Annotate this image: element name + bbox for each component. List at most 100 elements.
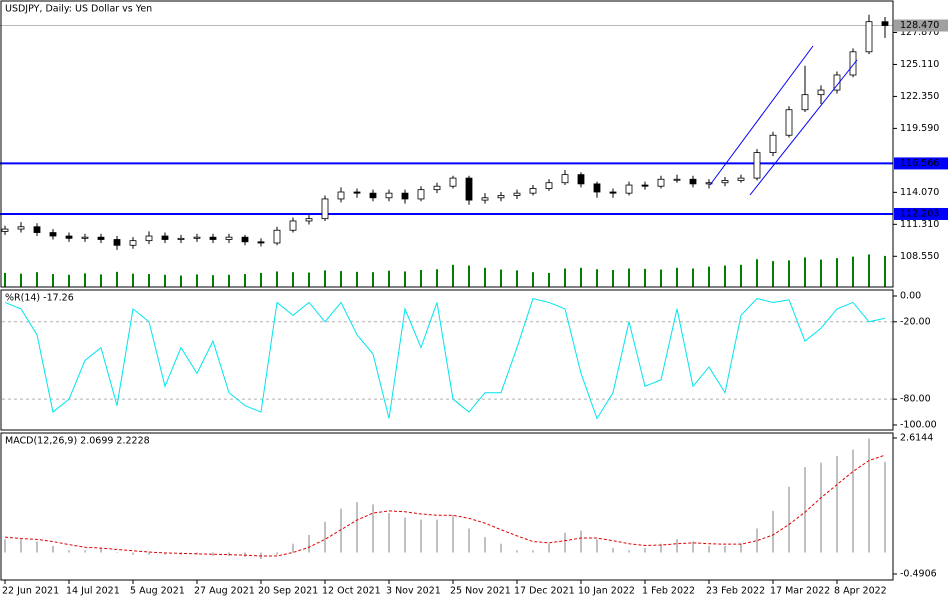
macd-bar: [580, 530, 582, 553]
x-tick-label: 14 Jul 2021: [66, 586, 120, 597]
macd-bar: [804, 467, 806, 553]
chart-title: USDJPY, Daily: US Dollar vs Yen: [5, 4, 152, 15]
volume-bar: [308, 272, 310, 287]
y-tick-label: -20.00: [900, 316, 931, 327]
candle-body: [577, 174, 585, 185]
candle-body: [241, 236, 249, 243]
macd-bar: [68, 550, 70, 553]
macd-bar: [468, 528, 470, 553]
macd-bar: [148, 552, 150, 555]
y-tick-label: 125.110: [900, 59, 939, 70]
y-tick-label: 0.00: [900, 290, 921, 301]
price-tag-label: 112.203: [900, 208, 939, 219]
candle-body: [657, 178, 665, 187]
candle-body: [737, 177, 745, 181]
volume-bar: [356, 271, 358, 287]
macd-bar: [548, 543, 550, 553]
macd-bar: [324, 521, 326, 553]
channel-lower: [749, 59, 858, 196]
x-tick-label: 17 Dec 2021: [514, 586, 575, 597]
macd-bar: [564, 532, 566, 553]
x-tick-label: 5 Aug 2021: [130, 586, 185, 597]
candle-body: [321, 198, 329, 220]
y-tick-label: 122.350: [900, 91, 939, 102]
macd-bar: [868, 438, 870, 553]
volume-bar: [628, 268, 630, 287]
price-tag: [894, 207, 948, 220]
macd-bar: [484, 537, 486, 553]
price-tag-label: 128.470: [900, 20, 939, 31]
macd-bar: [644, 548, 646, 553]
candle-body: [257, 241, 265, 244]
y-tick-label: 108.550: [900, 251, 939, 262]
wpr-label: %R(14) -17.26: [5, 293, 74, 304]
candle-body: [33, 226, 41, 233]
macd-bar: [116, 552, 118, 553]
macd-bar: [772, 510, 774, 553]
candle-body: [769, 134, 777, 154]
macd-bar: [356, 502, 358, 553]
candle-body: [305, 218, 313, 222]
macd-bar: [420, 519, 422, 553]
candle-body: [785, 109, 793, 136]
macd-bar: [660, 543, 662, 553]
volume-bar: [548, 272, 550, 287]
volume-bar: [100, 274, 102, 287]
price-tag-label: 116.566: [900, 158, 939, 169]
candle-body: [225, 236, 233, 240]
x-tick-label: 17 Mar 2022: [770, 586, 830, 597]
volume-bar: [68, 274, 70, 287]
macd-bar: [836, 456, 838, 553]
candle-body: [177, 237, 185, 240]
volume-bar: [612, 269, 614, 287]
volume-bar: [20, 273, 22, 287]
volume-bar: [420, 269, 422, 287]
macd-bar: [612, 548, 614, 553]
volume-bar: [676, 267, 678, 287]
volume-bar: [132, 273, 134, 287]
volume-bar: [52, 274, 54, 287]
candle-body: [1, 228, 9, 232]
macd-bar: [4, 539, 6, 553]
volume-bar: [84, 273, 86, 287]
macd-bar: [788, 486, 790, 553]
volume-bar: [196, 274, 198, 287]
volume-bar: [868, 254, 870, 287]
volume-bar: [228, 274, 230, 287]
macd-bar: [884, 461, 886, 553]
macd-bar: [596, 539, 598, 553]
candle-body: [369, 192, 377, 199]
volume-bar: [484, 267, 486, 287]
volume-bar: [596, 269, 598, 287]
macd-label: MACD(12,26,9) 2.0699 2.2228: [5, 436, 150, 447]
y-tick-label: 2.6144: [900, 432, 933, 443]
volume-bar: [404, 271, 406, 287]
macd-bar: [212, 552, 214, 556]
macd-bar: [820, 462, 822, 553]
volume-bar: [500, 269, 502, 287]
candle-body: [289, 220, 297, 231]
x-tick-label: 1 Feb 2022: [642, 586, 695, 597]
volume-bar: [836, 258, 838, 287]
candle-body: [513, 192, 521, 196]
macd-bar: [628, 550, 630, 553]
volume-bar: [516, 270, 518, 287]
y-tick-label: -80.00: [900, 394, 931, 405]
candle-body: [833, 74, 841, 91]
volume-bar: [292, 272, 294, 287]
volume-bar: [244, 274, 246, 287]
candle-body: [689, 178, 697, 185]
macd-bar: [676, 539, 678, 553]
candle-body: [113, 239, 121, 246]
channel-upper: [709, 45, 814, 186]
candle-body: [801, 94, 809, 111]
volume-bar: [148, 274, 150, 287]
volume-bar: [788, 260, 790, 287]
wpr-panel-border: [0, 289, 894, 431]
macd-bar: [532, 550, 534, 553]
volume-bar: [180, 275, 182, 287]
candle-body: [609, 191, 617, 194]
volume-bar: [372, 272, 374, 287]
